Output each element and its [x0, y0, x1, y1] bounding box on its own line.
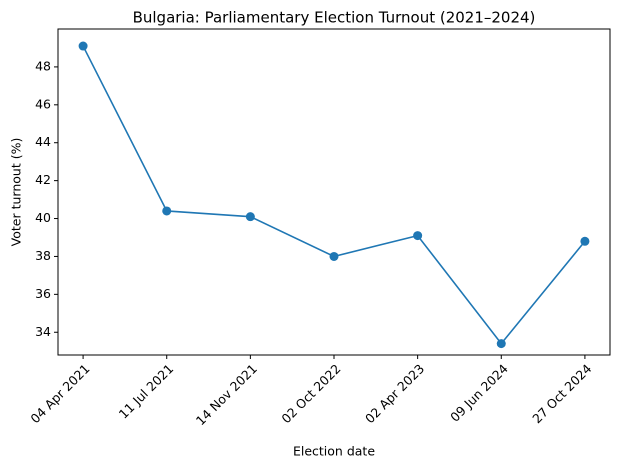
y-tick-label: 38 [35, 248, 51, 263]
x-tick-label: 04 Apr 2021 [27, 361, 92, 426]
point [329, 251, 339, 261]
x-tick-label: 14 Nov 2021 [193, 361, 260, 428]
x-axis-label: Election date [293, 444, 375, 459]
point [78, 41, 88, 51]
point [413, 231, 423, 241]
y-tick-label: 34 [35, 324, 51, 339]
y-tick-label: 42 [35, 172, 51, 187]
point [245, 212, 255, 222]
x-tick-label: 02 Apr 2023 [362, 361, 427, 426]
line [82, 45, 586, 345]
point [496, 339, 506, 349]
chart-title: Bulgaria: Parliamentary Election Turnout… [133, 9, 536, 27]
x-tick-label: 09 Jun 2024 [447, 361, 511, 425]
y-tick-label: 40 [35, 210, 51, 225]
x-tick-label: 11 Jul 2021 [116, 361, 177, 422]
plot-frame [57, 28, 611, 356]
point [162, 206, 172, 216]
y-tick-label: 36 [35, 286, 51, 301]
y-tick-label: 44 [35, 134, 51, 149]
y-tick-label: 48 [35, 58, 51, 73]
y-tick-label: 46 [35, 96, 51, 111]
x-tick-label: 27 Oct 2024 [529, 361, 594, 426]
point [580, 236, 590, 246]
x-tick-label: 02 Oct 2022 [278, 361, 343, 426]
y-axis-label: Voter turnout (%) [9, 138, 24, 247]
